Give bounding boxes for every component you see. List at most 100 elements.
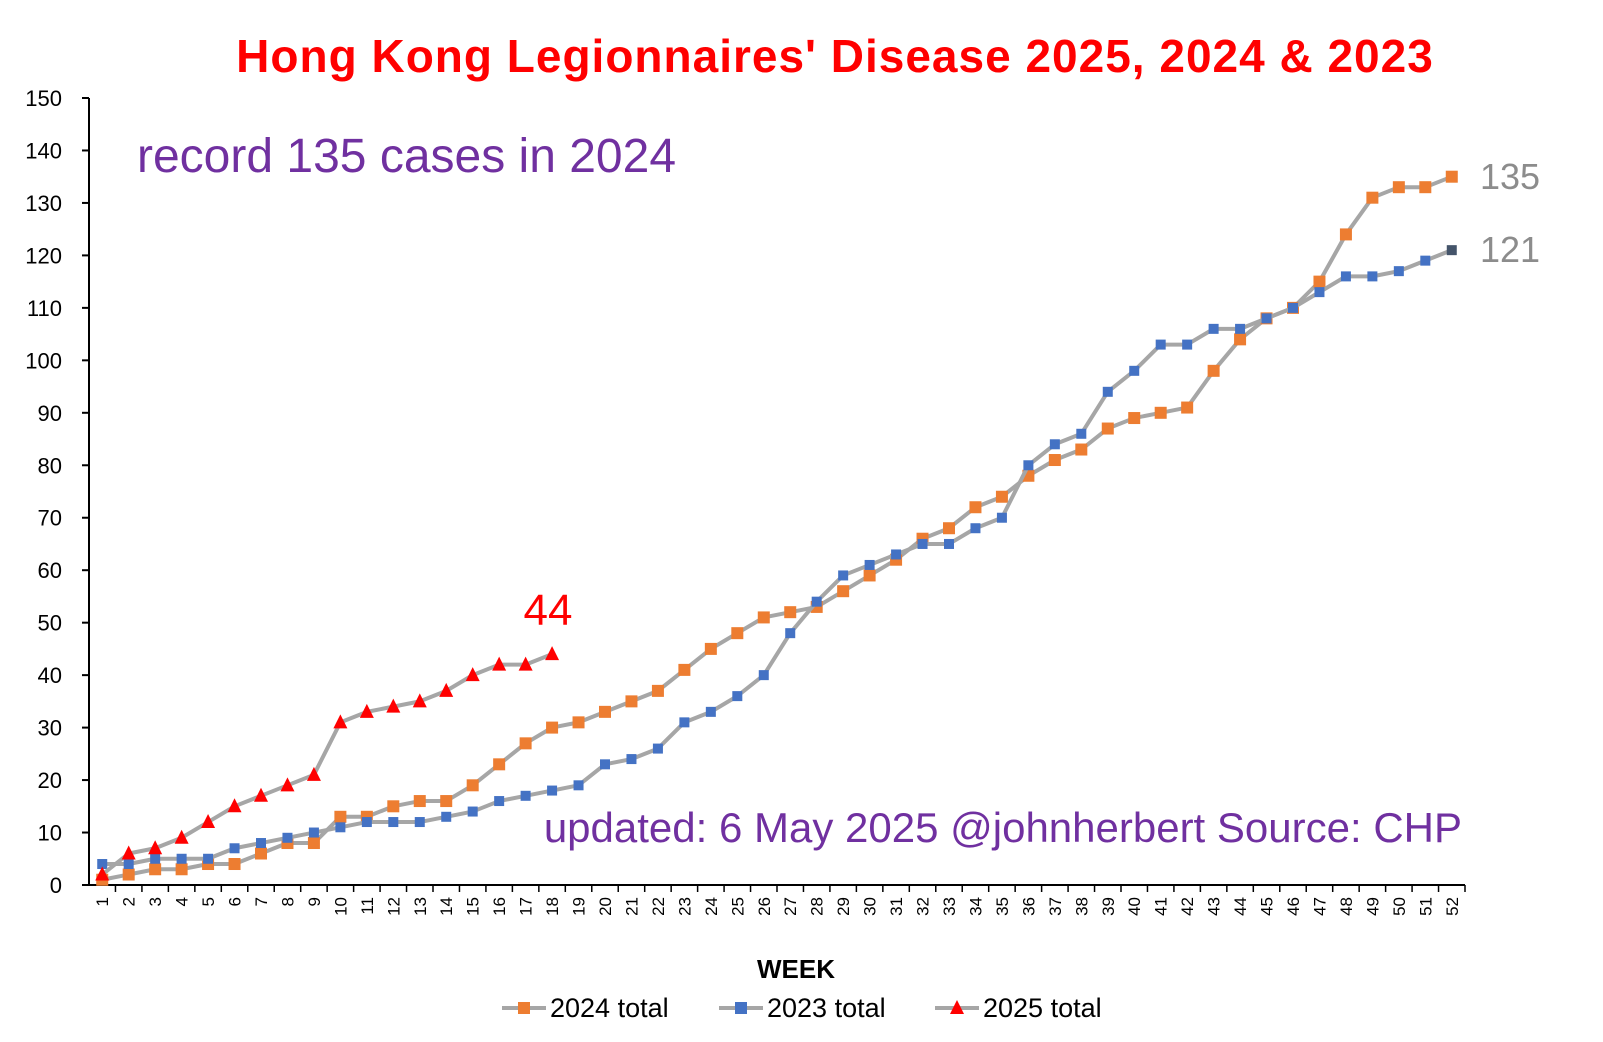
- data-point-2024-total: [546, 721, 559, 734]
- x-tick-label: 50: [1390, 897, 1409, 916]
- data-point-2023-total: [838, 570, 849, 581]
- data-point-2023-total: [1129, 365, 1140, 376]
- y-tick-label: 150: [25, 86, 62, 111]
- data-point-2025-total: [306, 766, 321, 781]
- data-point-2023-total: [256, 838, 266, 849]
- y-tick-label: 10: [38, 821, 62, 846]
- data-point-2025-total: [121, 845, 136, 860]
- x-tick-label: 23: [675, 897, 694, 916]
- x-tick-label: 25: [728, 897, 747, 916]
- data-point-2023-total: [600, 759, 610, 770]
- data-point-2025-total: [492, 656, 507, 671]
- data-point-2023-total: [1340, 271, 1351, 282]
- x-tick-label: 6: [226, 897, 245, 906]
- data-point-2025-total: [95, 866, 110, 881]
- data-point-2024-total: [1366, 191, 1379, 204]
- y-tick-label: 80: [38, 453, 62, 478]
- data-point-2023-total: [679, 717, 690, 728]
- update-note: updated: 6 May 2025 @johnherbert Source:…: [544, 804, 1462, 851]
- x-tick-label: 36: [1019, 897, 1038, 916]
- data-point-2023-total: [573, 780, 584, 791]
- x-tick-label: 49: [1363, 897, 1382, 916]
- x-tick-label: 7: [252, 897, 271, 906]
- x-tick-label: 26: [755, 897, 774, 916]
- x-tick-label: 32: [914, 897, 933, 916]
- x-tick-label: 42: [1178, 897, 1197, 916]
- data-point-2025-total: [254, 787, 268, 802]
- data-point-2023-total: [547, 785, 558, 796]
- data-point-2023-total: [150, 853, 161, 864]
- data-point-2023-total: [494, 796, 505, 807]
- data-point-2024-total: [228, 858, 241, 871]
- data-point-2024-total: [704, 642, 717, 655]
- legend-marker: [518, 1002, 530, 1014]
- data-point-2023-total: [996, 512, 1007, 523]
- data-point-2024-total: [1234, 333, 1247, 346]
- x-tick-label: 48: [1337, 897, 1356, 916]
- legend-marker: [950, 1000, 964, 1014]
- x-tick-label: 4: [173, 897, 192, 906]
- x-tick-label: 28: [808, 897, 827, 916]
- data-point-2024-total: [1339, 228, 1352, 241]
- data-point-2024-total: [1207, 364, 1220, 377]
- x-tick-label: 22: [649, 897, 668, 916]
- data-point-2024-total: [943, 522, 955, 535]
- x-tick-label: 14: [437, 897, 456, 916]
- legend-label: 2025 total: [983, 993, 1102, 1023]
- data-point-2023-total: [1288, 302, 1298, 313]
- data-point-2024-total: [572, 716, 585, 729]
- data-point-2024-total: [1128, 412, 1141, 425]
- data-point-2023-total: [1076, 428, 1087, 439]
- data-point-2023-total: [1367, 271, 1378, 282]
- legend-item-2023-total: 2023 total: [719, 993, 886, 1023]
- x-tick-label: 15: [464, 897, 483, 916]
- data-point-2023-total: [335, 822, 346, 833]
- data-point-2025-total: [465, 667, 480, 682]
- data-point-2023-total: [785, 628, 796, 639]
- x-tick-label: 30: [861, 897, 880, 916]
- x-tick-label: 51: [1416, 897, 1435, 916]
- y-tick-label: 40: [38, 663, 62, 688]
- legend-label: 2023 total: [767, 993, 886, 1023]
- data-point-2023-total: [414, 817, 425, 828]
- label-2025-latest: 44: [524, 586, 573, 635]
- x-tick-label: 33: [940, 897, 959, 916]
- data-point-2023-total: [705, 706, 716, 717]
- x-tick-label: 8: [278, 897, 297, 906]
- data-point-2024-total: [149, 863, 162, 876]
- data-point-2024-total: [863, 569, 876, 582]
- data-point-2025-total: [201, 814, 216, 829]
- data-point-2023-total: [1446, 245, 1457, 256]
- series-line-2023-total: [102, 248, 1453, 867]
- data-point-2023-total: [1208, 323, 1219, 334]
- data-point-2023-total: [176, 853, 187, 864]
- series-2025-total: [95, 646, 560, 881]
- data-point-2023-total: [1235, 323, 1246, 334]
- data-point-2024-total: [599, 705, 611, 718]
- y-tick-label: 140: [25, 138, 62, 163]
- x-tick-label: 45: [1258, 897, 1277, 916]
- y-tick-label: 130: [25, 191, 62, 216]
- data-point-2023-total: [1023, 460, 1034, 471]
- data-point-2024-total: [440, 795, 453, 808]
- y-tick-label: 70: [38, 506, 62, 531]
- data-point-2025-total: [545, 646, 560, 661]
- data-point-2024-total: [122, 868, 135, 881]
- data-point-2023-total: [758, 670, 769, 681]
- data-point-2023-total: [811, 596, 822, 607]
- data-point-2025-total: [333, 714, 348, 729]
- data-point-2024-total: [387, 800, 400, 813]
- x-tick-label: 12: [384, 897, 403, 916]
- data-point-2023-total: [467, 806, 478, 817]
- x-tick-label: 31: [887, 897, 906, 916]
- data-point-2025-total: [174, 829, 189, 844]
- legend-item-2024-total: 2024 total: [502, 993, 669, 1023]
- series-2023-total: [97, 245, 1457, 870]
- x-tick-label: 16: [490, 897, 509, 916]
- x-tick-label: 47: [1310, 897, 1329, 916]
- data-point-2024-total: [678, 663, 691, 676]
- data-point-2023-total: [361, 817, 372, 828]
- data-point-2024-total: [1101, 422, 1114, 435]
- data-point-2023-total: [626, 754, 637, 765]
